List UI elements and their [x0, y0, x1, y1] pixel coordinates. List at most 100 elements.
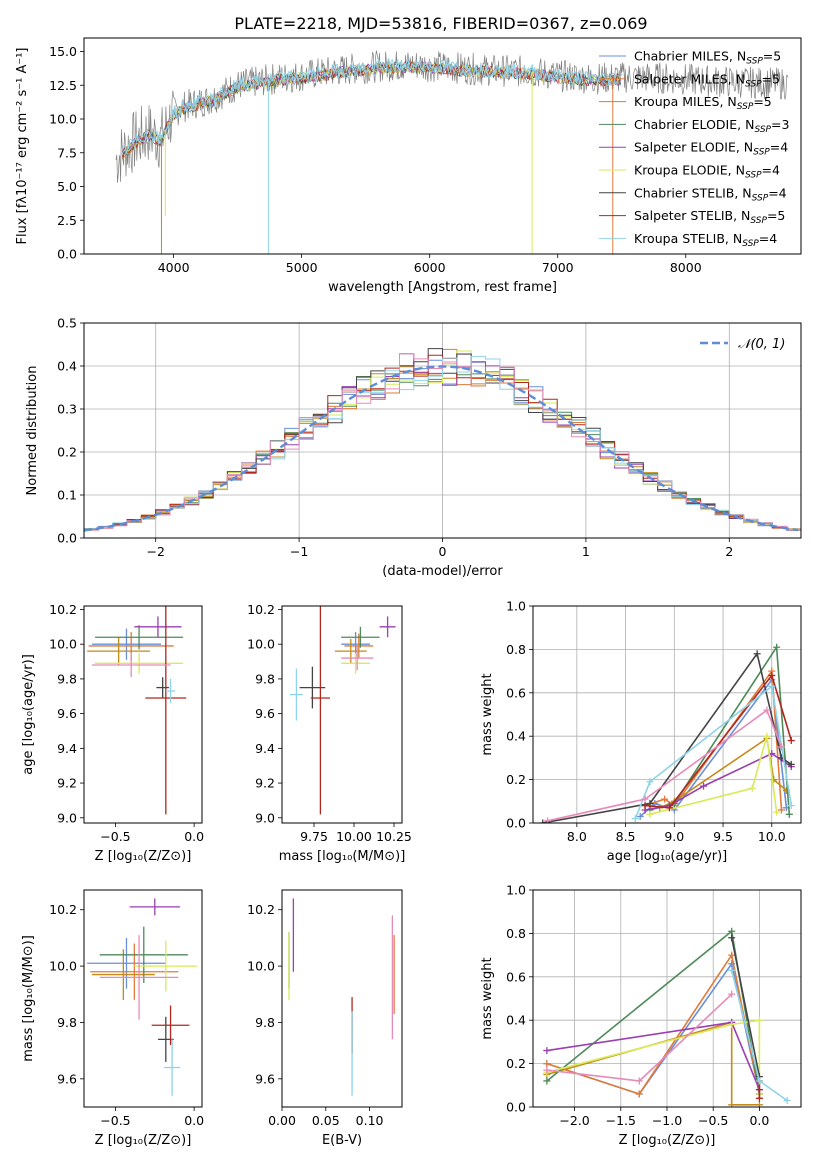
y-tick-label: 0.0 [506, 1100, 526, 1115]
axes-spectrum: 4000 5000 6000 7000 8000 0.0 2.5 5.0 7.5 10.0 12.5… [15, 37, 802, 295]
weight-marker [755, 1094, 763, 1102]
axes-massweight-vs-age: 8.0 8.5 9.0 9.5 10.0 0.0 0.2 0.4 0.6 0.8 1.0 age [l… [480, 599, 802, 864]
legend-entry: Salpeter ELODIE, NSSP=4 [634, 140, 788, 158]
x-tick-label: 4000 [158, 260, 190, 275]
weight-series [728, 934, 763, 1081]
y-tick-label: 9.8 [255, 671, 275, 686]
error-point [334, 638, 367, 664]
weight-marker [728, 927, 736, 935]
weight-marker [544, 817, 552, 823]
y-tick-label: 0.5 [57, 316, 77, 331]
weight-marker [755, 1016, 763, 1024]
axes-frame [532, 889, 802, 1108]
weight-line [547, 708, 783, 822]
x-axis-label: Z [log₁₀(Z/Z⊙)] [95, 1133, 192, 1148]
weight-marker [543, 1066, 551, 1074]
x-tick-label: −0.5 [100, 829, 130, 844]
plot-area [115, 50, 789, 254]
weight-marker [635, 1090, 643, 1098]
y-tick-label: 10.2 [49, 602, 77, 617]
x-tick-label: 8.0 [567, 829, 587, 844]
error-point [99, 935, 179, 1020]
axes-age-vs-mass: 9.75 10.00 10.25 9.0 9.2 9.4 9.6 9.8 10.0 10.2 mas… [247, 602, 412, 864]
error-point [99, 926, 188, 983]
figure-title: PLATE=2218, MJD=53816, FIBERID=0367, z=0… [234, 14, 647, 33]
x-tick-label: 7000 [542, 260, 574, 275]
weight-marker [728, 951, 736, 959]
axes-frame [83, 322, 802, 539]
weight-marker [768, 671, 776, 679]
y-tick-label: 10.2 [247, 602, 275, 617]
y-tick-label: 1.0 [506, 599, 526, 614]
weight-marker [728, 934, 736, 942]
y-axis-label: Normed distribution [25, 366, 40, 496]
weight-marker [661, 795, 669, 803]
y-tick-label: 0.3 [57, 402, 77, 417]
axes-massweight-vs-Z: −2.0 −1.5 −1.0 −0.5 0.0 0.0 0.2 0.4 0.6 0.8 1.0 Z [… [480, 883, 802, 1148]
y-tick-label: 9.6 [57, 706, 77, 721]
x-tick-label: −2 [146, 544, 164, 559]
x-tick-label: 0.00 [268, 1113, 296, 1128]
weight-series [646, 732, 781, 818]
weight-line [542, 651, 792, 823]
error-point [341, 645, 374, 671]
y-tick-label: 9.8 [255, 1015, 275, 1030]
legend-entry: Kroupa STELIB, NSSP=4 [634, 231, 777, 249]
axes-frame [83, 605, 203, 824]
weight-marker [787, 760, 795, 768]
x-tick-label: 1 [582, 544, 590, 559]
weight-marker [748, 784, 756, 792]
x-tick-label: 10.00 [336, 829, 372, 844]
axes-frame [83, 37, 802, 255]
weight-series [646, 643, 793, 818]
weight-line [546, 1019, 761, 1094]
weight-series [539, 650, 795, 823]
weight-series [544, 706, 786, 823]
weight-marker [543, 1060, 551, 1068]
y-tick-label: 0.2 [506, 1056, 526, 1071]
y-tick-label: 15.0 [49, 44, 77, 59]
weight-marker [641, 802, 649, 810]
error-point [129, 898, 180, 916]
y-tick-label: 10.0 [49, 959, 77, 974]
weight-line [546, 929, 761, 1095]
error-point [164, 1039, 180, 1096]
weight-line [644, 668, 783, 811]
weight-series [728, 966, 791, 1104]
weight-marker [728, 1101, 736, 1107]
y-tick-label: 9.6 [255, 706, 275, 721]
weight-marker [783, 1096, 791, 1104]
error-point [95, 652, 184, 674]
y-axis-label: mass weight [480, 673, 495, 755]
weight-marker [665, 804, 673, 812]
weight-marker [646, 778, 654, 786]
axes-frame [83, 889, 203, 1108]
error-point [134, 616, 182, 638]
y-axis-label: age [log₁₀(age/yr)] [21, 654, 36, 775]
y-tick-label: 0.0 [57, 531, 77, 546]
x-axis-label: wavelength [Angstrom, rest frame] [328, 280, 557, 295]
y-tick-label: 0.8 [506, 926, 526, 941]
x-axis-label: E(B-V) [322, 1133, 362, 1148]
y-tick-label: 9.8 [57, 1015, 77, 1030]
y-tick-label: 10.2 [247, 902, 275, 917]
y-tick-label: 0.0 [506, 816, 526, 831]
y-tick-label: 0.2 [57, 445, 77, 460]
y-tick-label: 1.0 [506, 883, 526, 898]
weight-marker [778, 743, 786, 751]
y-axis-label: mass weight [480, 957, 495, 1039]
error-point [145, 606, 187, 815]
plot-area [539, 643, 795, 823]
weight-marker [635, 1077, 643, 1085]
x-tick-label: 0.0 [184, 829, 204, 844]
weight-marker [763, 706, 771, 714]
error-point [156, 677, 169, 699]
y-tick-label: 0.4 [506, 1013, 526, 1028]
plot-area [290, 606, 396, 815]
y-tick-label: 0.8 [506, 642, 526, 657]
weight-marker [787, 802, 795, 810]
x-axis-label: age [log₁₀(age/yr)] [607, 849, 728, 864]
weight-marker [773, 643, 781, 651]
x-axis-label: Z [log₁₀(Z/Z⊙)] [95, 849, 192, 864]
x-tick-label: 0.10 [356, 1113, 384, 1128]
